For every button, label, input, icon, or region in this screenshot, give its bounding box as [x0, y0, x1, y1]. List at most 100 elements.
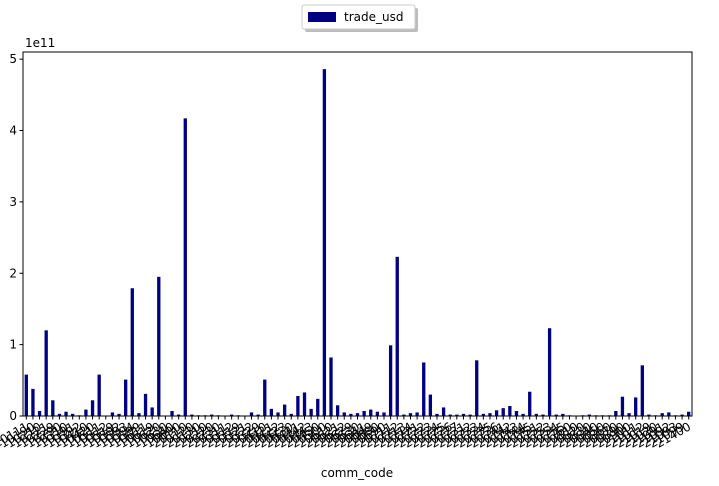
bar	[428, 394, 433, 416]
bar	[110, 412, 115, 416]
y-tick-label: 0	[9, 409, 17, 423]
bar	[51, 400, 55, 416]
bar	[269, 408, 274, 416]
y-axis-ticks: 0 1 2 3 4 5	[9, 52, 23, 423]
bar	[547, 328, 552, 416]
bar	[130, 288, 134, 416]
bar	[382, 412, 386, 416]
bar	[634, 397, 638, 416]
bar	[349, 413, 353, 416]
bar	[97, 374, 101, 416]
bar	[157, 276, 161, 416]
bar	[309, 408, 313, 416]
bar	[508, 406, 512, 416]
bar	[296, 396, 300, 416]
bar	[263, 379, 267, 416]
bar	[183, 118, 187, 417]
bar	[276, 412, 280, 416]
bar	[84, 409, 88, 416]
x-axis-label: comm_code	[321, 466, 393, 480]
bar	[289, 413, 293, 416]
y-tick-label: 3	[9, 195, 17, 209]
bar	[468, 414, 472, 416]
y-axis-exponent-label: 1e11	[25, 36, 55, 50]
legend: trade_usd	[301, 4, 418, 32]
bar	[680, 414, 684, 416]
bar	[408, 413, 413, 416]
bar	[667, 412, 671, 416]
bar	[177, 414, 181, 416]
bar	[647, 414, 651, 416]
bar	[71, 413, 75, 416]
bar	[210, 414, 214, 416]
bar	[57, 413, 62, 416]
bar	[501, 408, 505, 416]
bar	[488, 413, 492, 416]
bar	[494, 410, 499, 416]
bar	[229, 414, 234, 416]
x-axis-ticks: 1011110190102101022110229102901031010391…	[0, 416, 693, 451]
bar	[369, 409, 373, 416]
bar	[375, 411, 380, 416]
legend-label: trade_usd	[344, 10, 403, 24]
bar	[660, 413, 664, 416]
plot-frame	[22, 51, 693, 417]
bar	[316, 398, 320, 416]
bar	[587, 414, 591, 416]
bar	[687, 411, 691, 416]
bar	[448, 414, 452, 416]
bar	[31, 388, 35, 416]
bar	[24, 374, 28, 416]
y-tick-label: 5	[9, 52, 17, 66]
bar	[402, 414, 406, 416]
bar	[435, 413, 439, 416]
bar	[541, 414, 545, 416]
bar	[627, 413, 631, 416]
bar	[190, 414, 194, 416]
bar	[302, 392, 307, 416]
bar	[64, 411, 68, 416]
bar	[150, 407, 154, 416]
bar	[475, 360, 479, 416]
bar	[455, 414, 459, 416]
bar	[256, 414, 260, 416]
bar	[37, 411, 42, 416]
bar	[481, 413, 486, 416]
bar	[461, 413, 466, 416]
bar	[395, 256, 399, 416]
bars-group	[24, 69, 691, 417]
bar	[554, 414, 558, 416]
bar	[388, 345, 393, 416]
bar	[170, 411, 174, 416]
bar	[561, 413, 565, 416]
bar	[322, 69, 327, 417]
bar	[521, 413, 525, 416]
bar	[329, 357, 333, 416]
bar	[422, 362, 426, 416]
y-tick-label: 1	[9, 338, 17, 352]
bar	[143, 393, 148, 416]
bar	[355, 413, 360, 416]
bar	[342, 412, 346, 416]
y-tick-label: 4	[9, 124, 17, 138]
legend-box	[301, 4, 416, 30]
bar	[415, 412, 419, 416]
bar	[44, 330, 48, 416]
bar	[620, 396, 625, 416]
bar	[640, 365, 644, 416]
bar	[534, 413, 538, 416]
bar	[282, 404, 287, 416]
bar	[514, 411, 519, 416]
bar	[528, 391, 532, 416]
bar	[90, 400, 95, 416]
bar	[441, 407, 446, 416]
bar	[124, 379, 128, 416]
bar	[137, 413, 141, 416]
bar	[117, 413, 121, 416]
y-tick-label: 2	[9, 266, 17, 280]
bar	[362, 411, 366, 416]
bar	[249, 412, 254, 416]
legend-swatch	[308, 12, 336, 22]
bar	[335, 405, 340, 416]
